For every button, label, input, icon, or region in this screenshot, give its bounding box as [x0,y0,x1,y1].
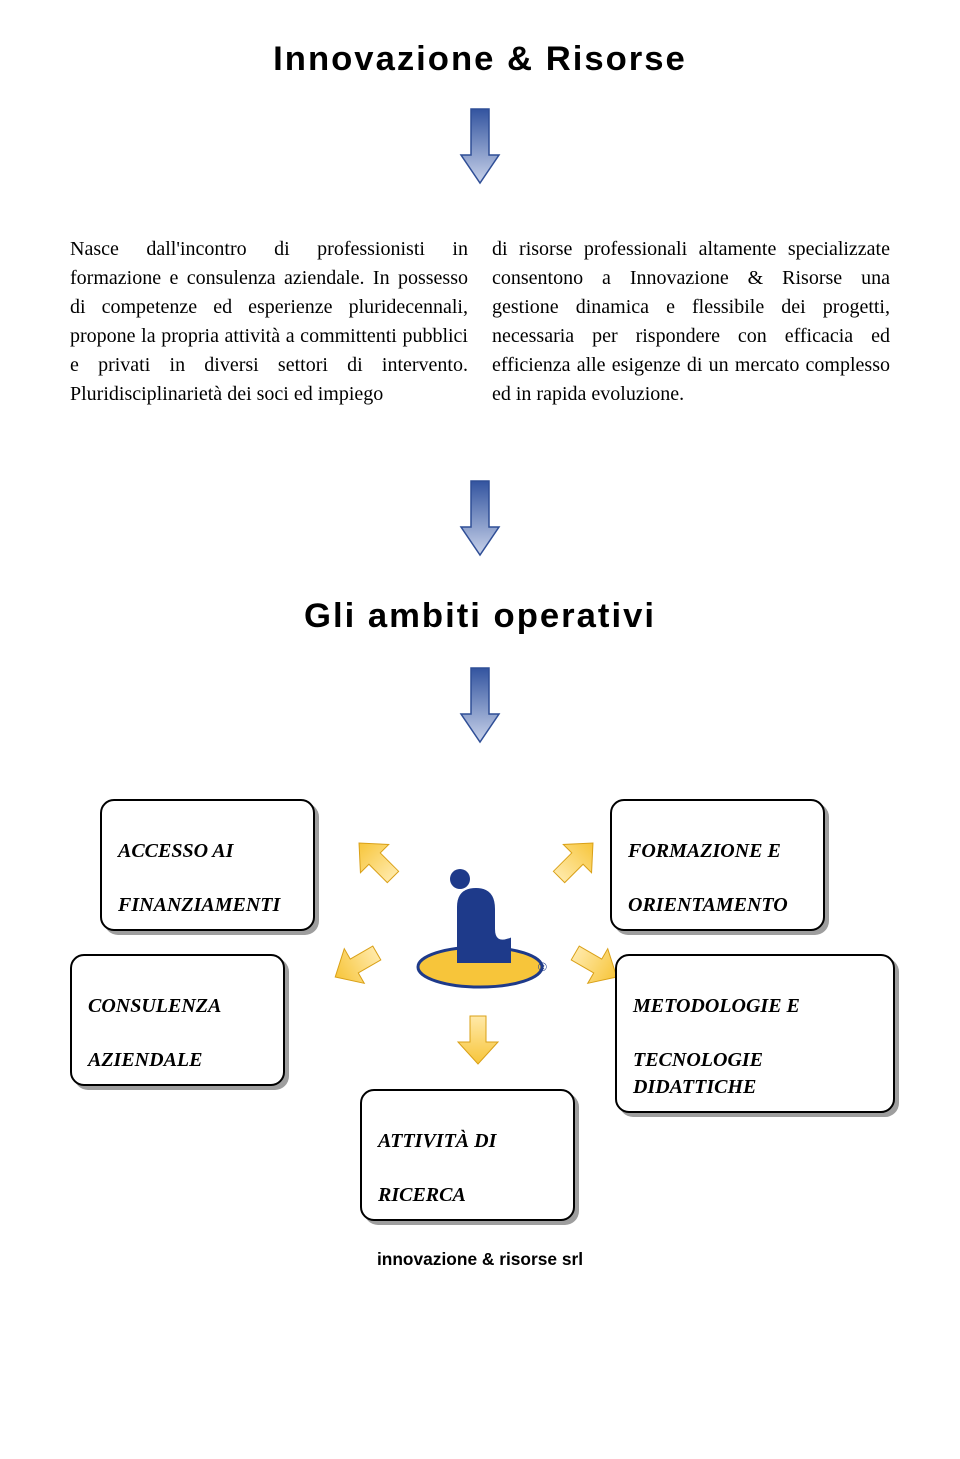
box-line2: AZIENDALE [88,1049,202,1071]
radial-arrow-icon [539,823,613,897]
svg-text:®: ® [538,960,547,974]
box-metodologie-tecnologie: METODOLOGIE E TECNOLOGIE DIDATTICHE [615,954,895,1113]
intro-text-left: Nasce dall'incontro di professionisti in… [70,235,468,409]
down-arrow-icon [459,107,501,185]
box-line1: FORMAZIONE E [628,840,781,862]
box-line1: METODOLOGIE E [633,995,800,1017]
down-arrow-icon [459,666,501,744]
box-accesso-finanziamenti: ACCESSO AI FINANZIAMENTI [100,799,315,931]
box-attivita-ricerca: ATTIVITÀ DI RICERCA [360,1089,575,1221]
box-line1: ACCESSO AI [118,840,233,862]
sub-title: Gli ambiti operativi [70,597,890,636]
down-arrow-icon [459,479,501,557]
radial-arrow-icon [452,1014,504,1066]
box-line1: ATTIVITÀ DI [378,1130,496,1152]
main-title: Innovazione & Risorse [70,40,890,79]
box-line2: FINANZIAMENTI [118,894,280,916]
box-line2: TECNOLOGIE DIDATTICHE [633,1049,763,1098]
box-line2: RICERCA [378,1184,466,1206]
company-logo-icon: ® [410,859,550,999]
intro-text-columns: Nasce dall'incontro di professionisti in… [70,235,890,409]
intro-text-right: di risorse professionali altamente speci… [492,235,890,409]
radial-arrow-icon [339,823,413,897]
box-formazione-orientamento: FORMAZIONE E ORIENTAMENTO [610,799,825,931]
box-line1: CONSULENZA [88,995,221,1017]
box-line2: ORIENTAMENTO [628,894,788,916]
box-consulenza-aziendale: CONSULENZA AZIENDALE [70,954,285,1086]
footer-company-name: innovazione & risorse srl [70,1249,890,1270]
radial-arrow-icon [320,929,391,1000]
operative-areas-diagram: ® ACCESSO AI FINANZIAMENTI FORMAZIONE E … [70,799,890,1179]
